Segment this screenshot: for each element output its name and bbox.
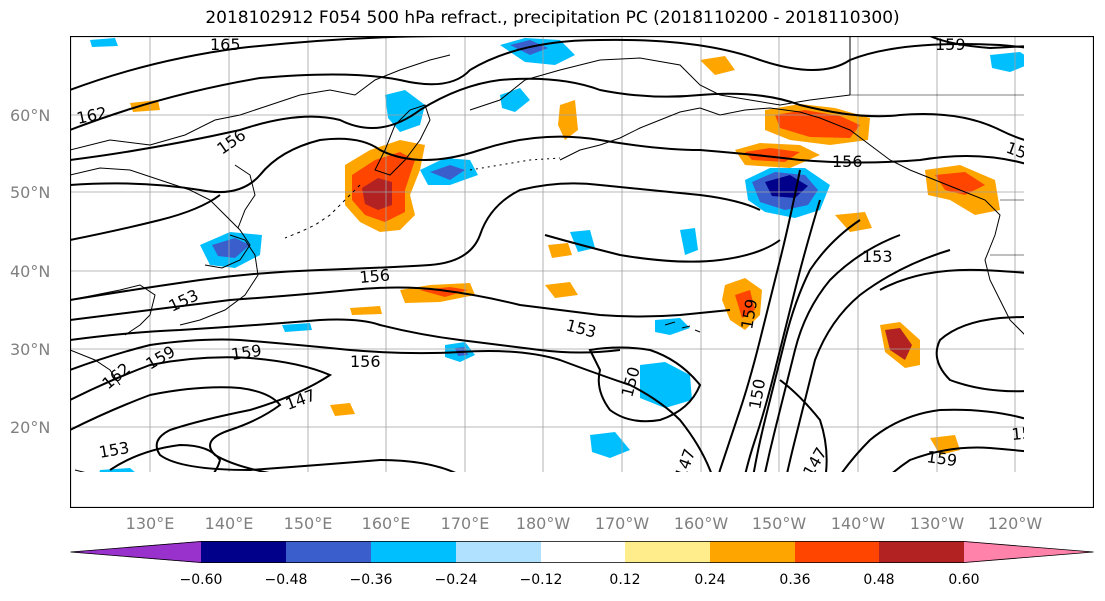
lat-label-20n: 20°N — [10, 418, 51, 437]
contour-label: 153 — [862, 247, 893, 266]
contour-label: 150 — [1011, 422, 1043, 444]
colorbar-label: −0.36 — [349, 572, 393, 588]
contour-label: 159 — [925, 447, 958, 470]
colorbar-label: −0.24 — [434, 572, 478, 588]
colorbar-segment — [70, 541, 201, 563]
lon-label-180w: 180°W — [515, 514, 571, 533]
colorbar-label: 0.36 — [779, 572, 811, 588]
colorbar-label: 0.12 — [609, 572, 641, 588]
colorbar-label: 0.60 — [948, 572, 980, 588]
colorbar-segment — [710, 541, 795, 563]
colorbar-label: 0.24 — [694, 572, 726, 588]
lon-label-160w: 160°W — [673, 514, 729, 533]
coastlines — [70, 36, 1024, 472]
lon-label-140w: 140°W — [830, 514, 886, 533]
lon-label-130e: 130°E — [125, 514, 175, 533]
colorbar — [70, 541, 1094, 563]
colorbar-segment — [625, 541, 710, 563]
colorbar-segment — [541, 541, 625, 563]
contour-label: 156 — [359, 265, 391, 287]
lon-label-170e: 170°E — [440, 514, 490, 533]
colorbar-segment — [879, 541, 964, 563]
contour-label: 156 — [350, 352, 381, 371]
lon-label-120w: 120°W — [987, 514, 1043, 533]
map-panel: 165 162 156 159 156 153 159 153 156 153 … — [70, 36, 1094, 508]
lat-label-60n: 60°N — [10, 106, 51, 125]
lon-label-150e: 150°E — [283, 514, 333, 533]
colorbar-label: −0.12 — [519, 572, 563, 588]
colorbar-segment — [795, 541, 879, 563]
colorbar-segment — [964, 541, 1094, 563]
lon-label-160e: 160°E — [361, 514, 411, 533]
contour-label: 159 — [230, 341, 263, 364]
map-title: 2018102912 F054 500 hPa refract., precip… — [205, 8, 900, 28]
contour-label: 165 — [210, 36, 241, 54]
colorbar-label: −0.60 — [179, 572, 223, 588]
colorbar-segment — [371, 541, 456, 563]
colorbar-segment — [456, 541, 541, 563]
precip-anomaly-shading — [90, 38, 1024, 472]
lon-label-130w: 130°W — [909, 514, 965, 533]
colorbar-segment — [201, 541, 286, 563]
refractivity-contours — [70, 36, 1024, 472]
lon-label-140e: 140°E — [204, 514, 254, 533]
colorbar-label: −0.48 — [264, 572, 308, 588]
lat-label-30n: 30°N — [10, 340, 51, 359]
lat-label-40n: 40°N — [10, 262, 51, 281]
contour-label: 156 — [832, 152, 863, 171]
contour-label: 159 — [935, 36, 966, 54]
lon-label-150w: 150°W — [751, 514, 807, 533]
lon-label-170w: 170°W — [594, 514, 650, 533]
colorbar-segment — [286, 541, 371, 563]
colorbar-label: 0.48 — [863, 572, 895, 588]
lat-label-50n: 50°N — [10, 183, 51, 202]
